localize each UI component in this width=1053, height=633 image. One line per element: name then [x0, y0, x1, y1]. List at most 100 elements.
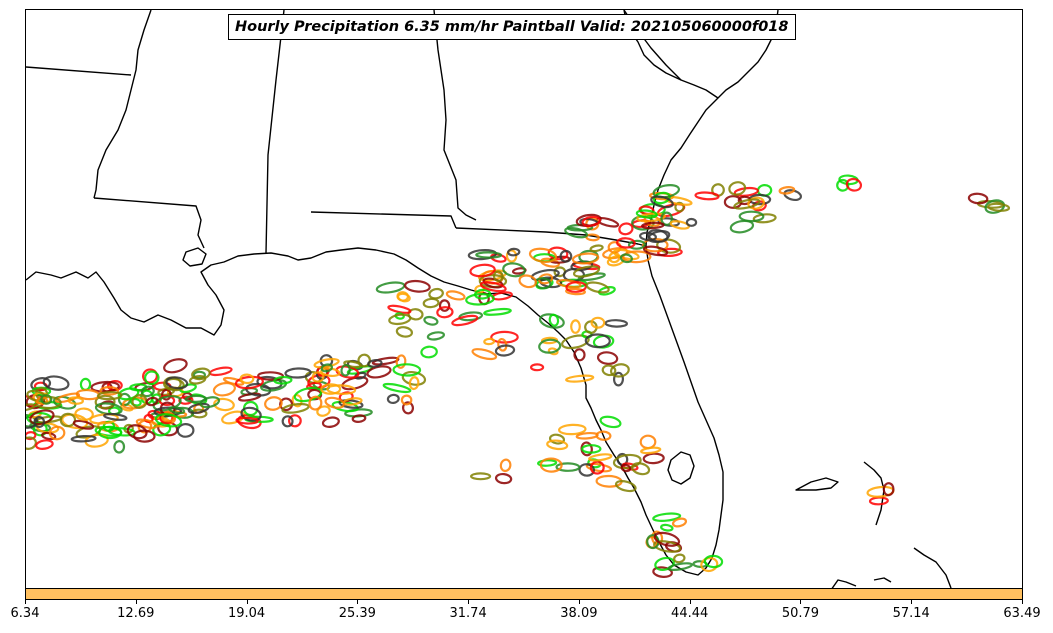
precip-contour — [652, 184, 681, 199]
precip-contour — [386, 393, 400, 405]
colorbar-tick — [468, 600, 470, 604]
precip-contour — [882, 482, 895, 497]
precip-contour — [657, 247, 683, 258]
precip-contour — [555, 462, 581, 472]
precip-contour — [558, 423, 587, 436]
precip-contour — [99, 385, 120, 396]
state-border-la-ms — [93, 197, 205, 249]
precip-contour — [640, 446, 662, 455]
precip-contour — [465, 293, 495, 306]
precip-contour — [288, 414, 302, 428]
precip-contour — [590, 316, 606, 329]
precip-contour — [395, 354, 407, 369]
precip-contour — [165, 376, 189, 390]
precip-contour — [490, 330, 519, 344]
precip-contour — [601, 364, 617, 377]
precip-contour — [565, 374, 595, 383]
precip-contour — [836, 178, 850, 192]
map-canvas — [26, 10, 1011, 588]
precip-contour — [72, 419, 95, 430]
precip-contour — [595, 430, 612, 441]
cuba-coast-2 — [873, 577, 892, 583]
precip-contour — [642, 452, 665, 465]
precip-contour — [340, 364, 351, 377]
precip-contour — [660, 211, 674, 226]
precip-contour — [685, 217, 698, 227]
precip-contour — [845, 177, 863, 192]
state-border-ar-la — [26, 66, 132, 76]
precip-contour — [652, 512, 682, 522]
precip-contour — [669, 220, 690, 230]
colorbar-tick — [800, 600, 802, 604]
precip-contour — [436, 306, 454, 319]
precip-contour — [738, 210, 765, 223]
precip-contour — [392, 363, 422, 377]
precip-contour — [546, 439, 569, 451]
precip-contour — [113, 440, 126, 454]
precip-contour — [729, 219, 755, 234]
precip-contour — [604, 319, 628, 328]
precip-contour — [308, 395, 323, 411]
precip-contour — [642, 245, 669, 257]
precip-contour — [589, 460, 605, 475]
precip-contour — [70, 434, 97, 443]
precip-contour — [647, 229, 669, 243]
colorbar-tick-label: 12.69 — [117, 606, 155, 621]
precip-contour — [612, 248, 640, 261]
precip-contour — [627, 239, 646, 250]
precip-contour — [636, 212, 667, 223]
precip-contour — [469, 263, 496, 278]
lake-okeechobee — [667, 451, 695, 485]
precip-contour — [559, 249, 573, 263]
precip-contour — [176, 422, 195, 438]
precip-contour — [967, 192, 989, 205]
colorbar-tick-label: 63.49 — [1003, 606, 1041, 621]
colorbar — [25, 588, 1023, 600]
precip-contour — [528, 247, 558, 263]
precip-contour — [67, 396, 84, 405]
precip-contour — [573, 348, 586, 362]
map-title: Hourly Precipitation 6.35 mm/hr Paintbal… — [228, 14, 796, 40]
precip-contour — [144, 370, 160, 386]
precip-contour — [575, 431, 599, 440]
precip-contour — [145, 396, 159, 407]
precip-contour — [40, 394, 53, 405]
precip-contour — [445, 290, 466, 301]
precip-contour — [168, 406, 186, 415]
precip-contour — [420, 345, 438, 359]
precip-contour — [987, 202, 1011, 212]
precip-contour — [316, 405, 331, 417]
precip-contour — [320, 383, 342, 395]
precip-contour — [367, 359, 383, 368]
precip-contour — [42, 375, 70, 391]
lake-pontchartrain — [182, 247, 207, 267]
precip-contour — [499, 458, 512, 473]
precip-contour — [311, 371, 325, 383]
precip-contour — [401, 401, 415, 415]
precip-contour — [570, 260, 594, 272]
precip-contour — [660, 523, 674, 532]
precip-contour — [273, 375, 293, 385]
precip-contour — [475, 251, 503, 259]
precip-contour — [654, 556, 675, 571]
precip-contour — [570, 319, 581, 334]
precip-contour — [700, 556, 719, 573]
precip-contour — [778, 185, 796, 195]
colorbar-tick-label: 6.34 — [10, 606, 40, 621]
precip-contour — [599, 415, 622, 429]
precip-contour — [618, 222, 634, 236]
precip-contour — [234, 375, 264, 390]
precip-contour — [733, 198, 761, 210]
colorbar-tick — [1022, 600, 1023, 604]
precip-contour — [507, 247, 521, 257]
precip-contour — [351, 414, 367, 423]
precip-contour — [48, 425, 66, 441]
precip-contour — [619, 253, 633, 264]
precip-contour — [140, 385, 155, 398]
precip-contour — [667, 562, 694, 571]
precip-contour — [494, 344, 516, 357]
precip-contour — [123, 423, 134, 434]
precip-contour — [518, 274, 537, 289]
precip-contour — [585, 281, 610, 294]
precip-contour — [423, 315, 439, 326]
